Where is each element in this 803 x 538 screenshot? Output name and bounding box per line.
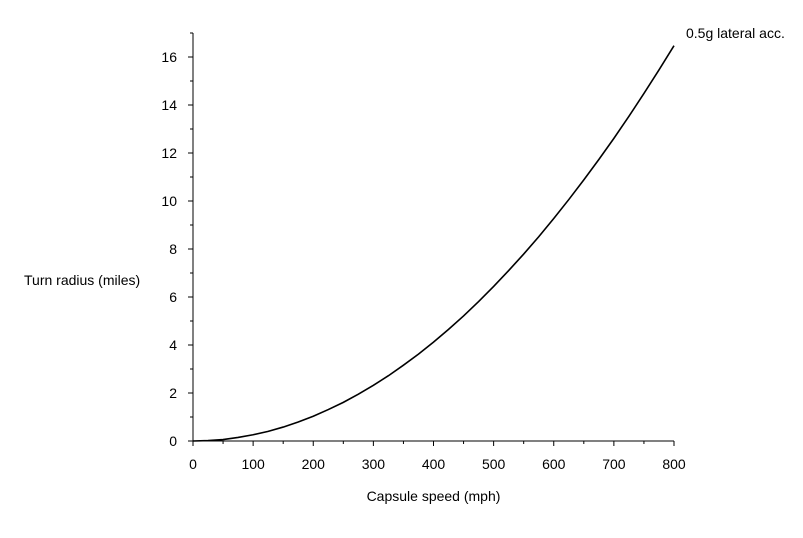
y-tick-label: 0 xyxy=(169,433,177,449)
x-tick-label: 200 xyxy=(302,456,326,472)
x-ticks: 0 100 200 300 400 500 600 700 800 xyxy=(189,441,686,472)
y-tick-label: 6 xyxy=(169,289,177,305)
x-tick-label: 0 xyxy=(189,456,197,472)
y-tick-label: 10 xyxy=(161,193,177,209)
x-tick-label: 600 xyxy=(542,456,566,472)
y-axis-title: Turn radius (miles) xyxy=(24,272,140,288)
x-tick-label: 400 xyxy=(422,456,446,472)
x-axis-title: Capsule speed (mph) xyxy=(367,488,501,504)
x-tick-label: 700 xyxy=(602,456,626,472)
x-tick-label: 100 xyxy=(241,456,265,472)
y-tick-label: 2 xyxy=(169,385,177,401)
series-line-0-5g-lateral-acc xyxy=(192,45,675,442)
y-ticks: 0 2 4 6 8 10 12 14 16 xyxy=(161,32,193,449)
series-label: 0.5g lateral acc. xyxy=(686,25,785,41)
y-tick-label: 14 xyxy=(161,97,177,113)
x-tick-label: 500 xyxy=(482,456,506,472)
axes xyxy=(192,33,674,442)
y-tick-label: 4 xyxy=(169,337,177,353)
x-tick-label: 800 xyxy=(662,456,686,472)
y-tick-label: 8 xyxy=(169,241,177,257)
y-tick-label: 12 xyxy=(161,145,177,161)
y-tick-label: 16 xyxy=(161,49,177,65)
x-tick-label: 300 xyxy=(362,456,386,472)
